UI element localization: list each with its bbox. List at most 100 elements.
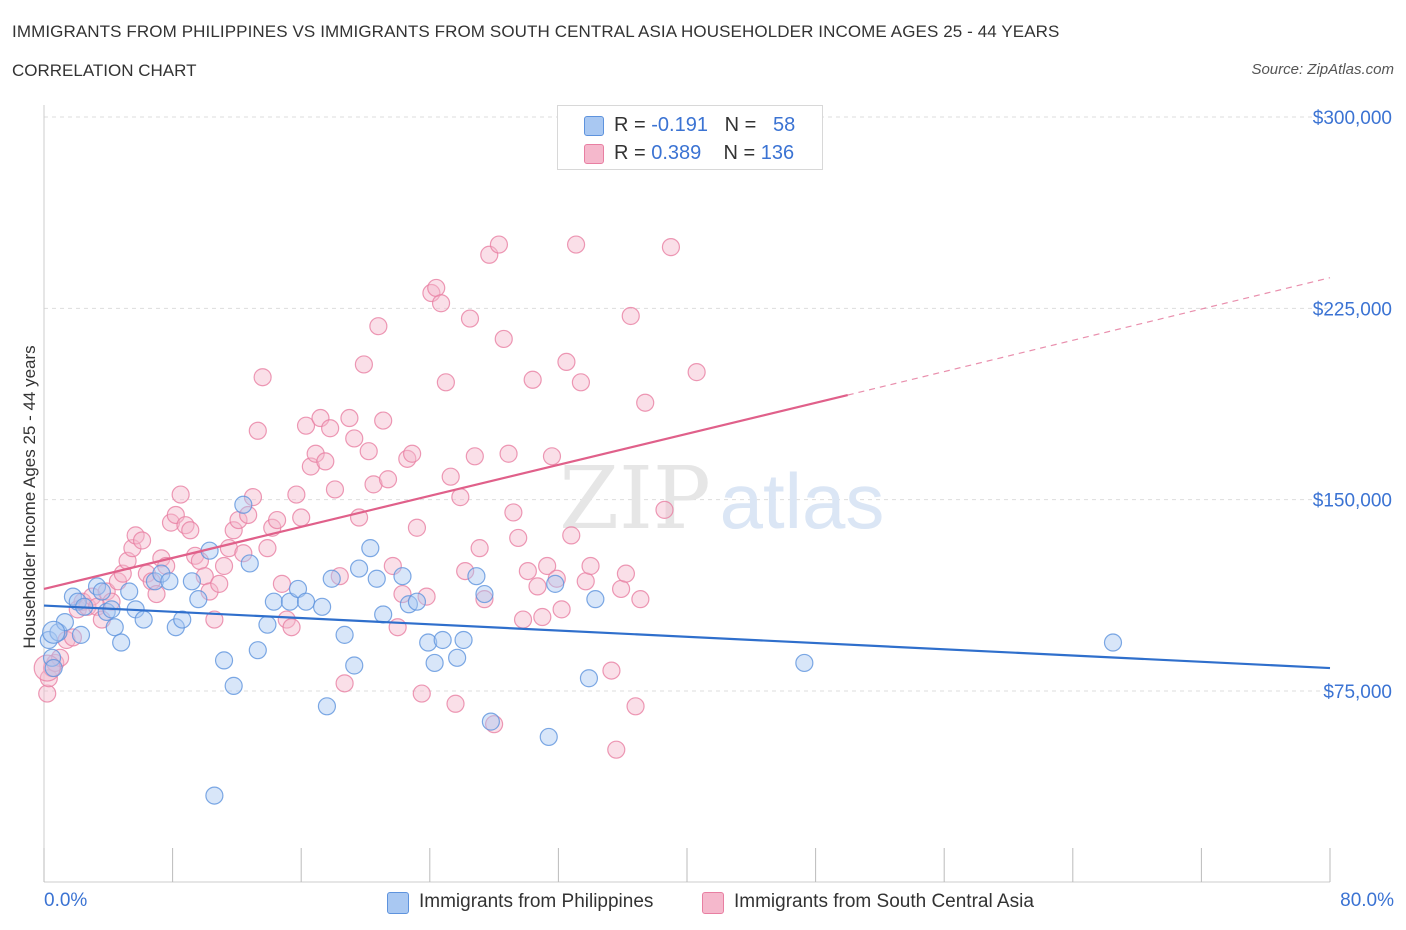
data-point — [504, 503, 523, 522]
data-point — [626, 697, 645, 716]
data-point — [205, 610, 224, 629]
data-point — [446, 694, 465, 713]
data-point — [795, 653, 814, 673]
data-point — [359, 442, 378, 461]
data-point — [427, 278, 446, 298]
data-point — [63, 587, 83, 606]
data-point — [509, 528, 528, 548]
data-point — [132, 531, 152, 550]
data-point — [214, 651, 234, 670]
data-point — [335, 674, 354, 693]
data-point — [465, 447, 484, 466]
data-point — [264, 592, 283, 611]
data-point — [513, 610, 533, 629]
y-tick-labels: $75,000 $150,000 $225,000 $300,000 — [1313, 108, 1392, 703]
data-point — [258, 615, 277, 634]
data-point — [361, 539, 380, 558]
data-point — [205, 786, 224, 805]
data-point — [340, 408, 359, 428]
data-point — [224, 521, 243, 540]
trend-extension-south-central-asia — [847, 277, 1331, 396]
data-point — [243, 488, 263, 507]
data-point — [253, 368, 272, 387]
data-point — [523, 370, 542, 389]
data-point — [417, 587, 436, 606]
data-point — [460, 309, 480, 328]
data-point — [282, 618, 301, 637]
data-point — [566, 235, 586, 254]
legend-n-label: N = — [723, 142, 761, 164]
data-point — [112, 633, 131, 652]
data-point — [433, 630, 452, 650]
data-point — [369, 317, 388, 336]
legend-n-value: 136 — [760, 142, 795, 164]
data-point — [240, 554, 259, 573]
data-point — [39, 630, 58, 650]
data-point — [317, 697, 337, 716]
legend-r-value: 0.389 — [651, 142, 702, 164]
y-tick-label: $75,000 — [1323, 682, 1392, 703]
data-point — [611, 579, 631, 599]
data-point — [306, 444, 325, 463]
data-point — [431, 294, 451, 313]
data-point — [441, 467, 460, 486]
data-point — [258, 539, 277, 558]
data-point — [321, 419, 340, 438]
bottom-legend-label: Immigrants from South Central Asia — [734, 891, 1034, 912]
y-tick-label: $300,000 — [1313, 108, 1392, 129]
data-point — [576, 572, 595, 591]
data-point — [316, 452, 335, 471]
data-point — [456, 561, 475, 581]
data-point — [267, 510, 287, 530]
data-point — [224, 676, 243, 695]
data-point — [546, 574, 565, 593]
data-point — [436, 373, 455, 392]
data-point — [296, 416, 316, 435]
data-point — [571, 373, 591, 392]
data-point — [171, 485, 190, 504]
data-point — [120, 582, 139, 601]
trend-lines — [43, 277, 1331, 670]
data-point — [367, 569, 386, 588]
x-tick-max: 80.0% — [1340, 890, 1394, 911]
data-point — [407, 518, 427, 537]
data-point — [451, 488, 470, 507]
data-point — [533, 607, 552, 627]
data-point — [210, 574, 229, 593]
data-point — [33, 654, 61, 682]
data-point — [248, 421, 267, 440]
data-point — [661, 238, 681, 257]
data-point — [105, 618, 124, 637]
data-point — [475, 590, 494, 609]
data-point — [248, 641, 267, 660]
data-point — [296, 592, 316, 611]
data-point — [182, 572, 201, 591]
data-point — [393, 584, 412, 604]
data-point — [412, 684, 431, 703]
axes — [43, 105, 1331, 883]
data-point — [557, 352, 576, 372]
legend-swatch-south-central-asia — [584, 144, 604, 164]
data-point — [92, 582, 111, 601]
data-point — [398, 449, 417, 468]
data-point — [374, 411, 393, 430]
source-credit: Source: ZipAtlas.com — [1251, 61, 1394, 78]
legend-n-label: N = — [724, 114, 762, 136]
data-point — [44, 658, 63, 678]
data-point — [134, 610, 153, 629]
data-point — [345, 429, 364, 448]
data-point — [234, 544, 253, 563]
legend-r-label: R = — [614, 142, 652, 164]
y-axis-label: Householder Income Ages 25 - 44 years — [20, 345, 39, 649]
data-point — [181, 521, 200, 540]
data-point — [71, 625, 91, 644]
data-point — [189, 590, 208, 609]
data-point — [364, 475, 383, 494]
bottom-legend-swatch-philippines — [387, 892, 409, 914]
data-point — [97, 582, 116, 601]
data-point — [322, 569, 341, 588]
data-point — [448, 648, 467, 667]
data-point — [272, 574, 292, 593]
data-point — [42, 620, 66, 644]
data-point — [636, 393, 655, 412]
